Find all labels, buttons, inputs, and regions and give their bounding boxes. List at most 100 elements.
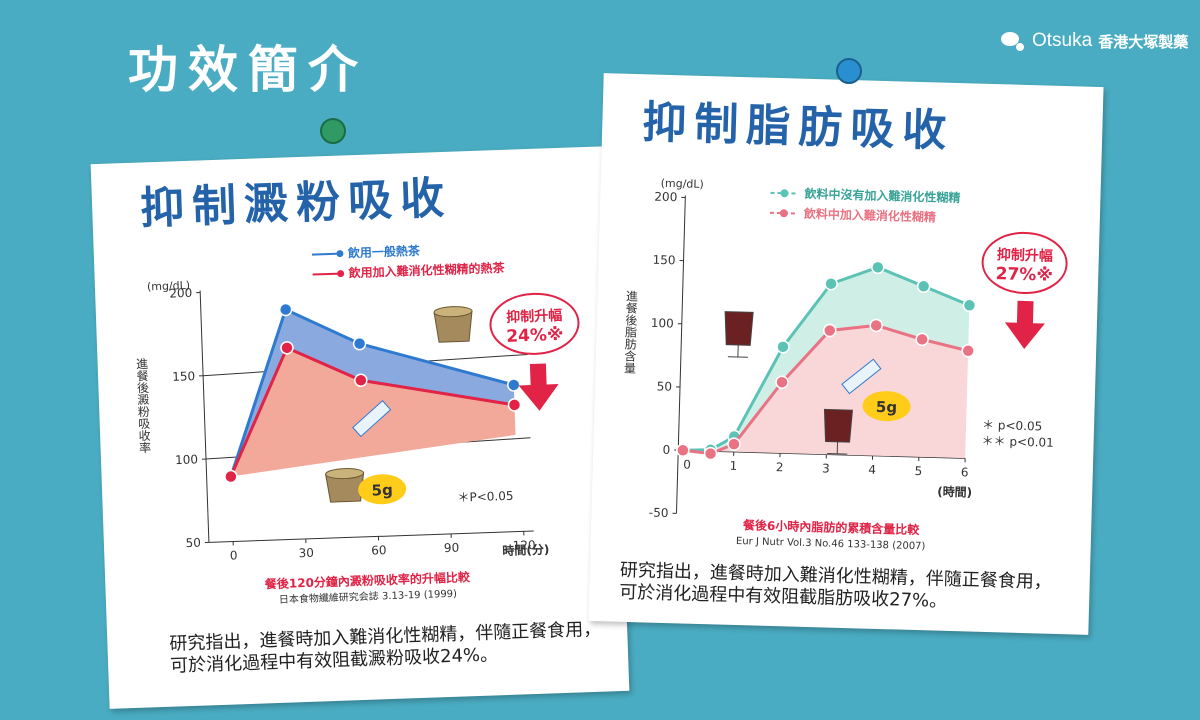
data-point <box>224 469 238 484</box>
data-point <box>280 341 294 355</box>
x-tick-label: 120 <box>513 538 536 553</box>
fat-callout-label: 抑制升幅 <box>997 246 1053 265</box>
x-tick-label: 90 <box>444 541 460 556</box>
starch-dose-badge <box>358 474 407 505</box>
fat-callout: 抑制升幅 27%※ <box>981 231 1068 349</box>
brand-name-zh: 香港大塚製藥 <box>1098 32 1189 51</box>
x-tick-label: 1 <box>729 459 737 473</box>
legend-dot-plain-tea <box>336 250 344 258</box>
cola-glass-icon <box>724 311 754 358</box>
y-tick-label: 100 <box>651 316 674 331</box>
x-tick-label: 30 <box>298 546 314 561</box>
legend-label-no-dextrin: 飲料中沒有加入難消化性糊精 <box>803 186 960 205</box>
brand-name-en: Otsuka <box>1032 30 1093 51</box>
fat-x-label: (時間) <box>937 484 972 500</box>
fat-callout-value: 27%※ <box>995 264 1053 286</box>
data-point <box>775 375 789 389</box>
y-tick-label: 150 <box>172 369 195 384</box>
x-tick-label: 60 <box>371 543 387 558</box>
data-point <box>703 446 718 461</box>
y-tick-label: -50 <box>649 506 669 521</box>
tea-cup-icon <box>433 306 473 343</box>
y-tick-label: 50 <box>185 536 201 551</box>
x-tick-label: 0 <box>683 458 691 472</box>
y-tick-label: 50 <box>657 379 673 393</box>
fat-significance-note-2: ＊＊ p<0.01 <box>981 434 1054 450</box>
fat-source: Eur J Nutr Vol.3 No.46 133-138 (2007) <box>736 536 926 552</box>
x-tick-label: 5 <box>914 464 922 478</box>
starch-callout: 抑制升幅 24%※ <box>489 292 580 411</box>
data-point <box>823 323 837 338</box>
blue-pushpin-icon <box>836 58 862 84</box>
y-tick-label: 150 <box>652 253 675 268</box>
fat-y-label: 進餐後脂肪含量 <box>622 289 638 374</box>
legend-dot-dextrin-tea <box>337 270 345 278</box>
starch-x-label: 時間(分) <box>502 541 549 558</box>
legend-line-plain-tea <box>311 252 340 256</box>
fat-significance-note-1: ＊ p<0.05 <box>982 418 1043 434</box>
data-point <box>676 443 690 458</box>
data-point <box>871 260 885 275</box>
legend-label-plain-tea: 飲用一般熱茶 <box>347 243 421 261</box>
starch-significance-note: ＊P<0.05 <box>457 489 513 505</box>
y-tick-label: 100 <box>175 452 198 467</box>
series-line-0 <box>229 307 515 478</box>
fat-dose-badge <box>862 391 911 422</box>
data-point <box>352 336 367 351</box>
fat-caption: 餐後6小時內脂肪的累積含量比較 <box>743 517 921 537</box>
legend-dot-dextrin <box>779 209 788 218</box>
starch-legend: 飲用一般熱茶 飲用加入難消化性糊精的熱茶 <box>311 243 506 281</box>
data-point <box>961 344 975 358</box>
down-arrow-icon <box>1004 300 1045 349</box>
otsuka-logo-icon <box>1001 32 1024 51</box>
data-point <box>278 302 293 317</box>
legend-line-dextrin-tea <box>312 272 341 276</box>
page-title: 功效簡介 <box>128 41 368 99</box>
x-tick-label: 2 <box>776 460 784 474</box>
y-tick-label: 0 <box>662 443 670 457</box>
data-point <box>869 318 883 333</box>
fat-legend: 飲料中沒有加入難消化性糊精 飲料中加入難消化性糊精 <box>769 186 961 225</box>
data-point <box>776 340 790 354</box>
data-point <box>507 378 521 392</box>
starch-caption: 餐後120分鐘內澱粉吸收率的升幅比較 <box>265 569 471 591</box>
fat-x-axis <box>678 449 966 459</box>
fat-y-unit: (mg/dL) <box>661 177 704 191</box>
cola-glass-with-powder-icon <box>823 358 882 455</box>
starch-dose-label: 5g <box>371 481 393 500</box>
area-under-lower-series <box>682 325 969 459</box>
brand-logo: Otsuka 香港大塚製藥 <box>1000 30 1188 52</box>
x-tick-label: 0 <box>230 548 238 562</box>
data-point <box>507 398 522 412</box>
legend-label-dextrin: 飲料中加入難消化性糊精 <box>803 206 936 225</box>
area-between-series <box>682 267 970 454</box>
starch-y-label: 進餐後澱粉吸收率 <box>134 357 151 454</box>
starch-y-unit: (mg/dL) <box>147 279 191 293</box>
y-tick-label: 200 <box>654 190 677 205</box>
y-tick-label: 200 <box>169 286 192 301</box>
starch-x-axis <box>208 530 534 543</box>
area-between-series <box>230 309 515 477</box>
x-tick-label: 6 <box>961 465 969 479</box>
series-line-1 <box>229 345 515 478</box>
data-point <box>727 437 741 451</box>
legend-dot-no-dextrin <box>780 189 789 198</box>
data-point <box>962 298 977 313</box>
green-pushpin-icon <box>320 118 346 144</box>
data-point <box>915 332 929 347</box>
data-point <box>354 373 368 388</box>
down-arrow-icon <box>518 363 559 411</box>
data-point <box>916 279 931 294</box>
starch-callout-value: 24%※ <box>506 325 564 347</box>
fat-y-axis <box>675 195 686 514</box>
tea-cup-with-powder-icon <box>325 400 392 503</box>
starch-callout-label: 抑制升幅 <box>506 307 563 326</box>
fat-dose-label: 5g <box>876 398 898 417</box>
starch-y-axis <box>199 290 210 543</box>
x-tick-label: 4 <box>868 463 876 477</box>
legend-label-dextrin-tea: 飲用加入難消化性糊精的熱茶 <box>347 260 505 281</box>
